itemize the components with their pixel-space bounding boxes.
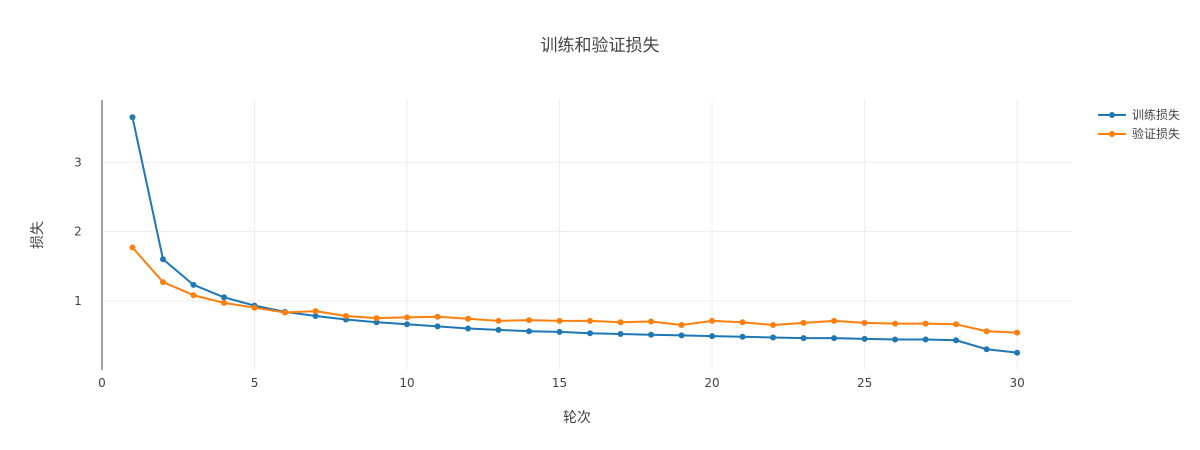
data-point[interactable] — [953, 337, 960, 344]
legend-swatch-marker — [1109, 131, 1115, 137]
data-point[interactable] — [648, 331, 655, 338]
data-point[interactable] — [160, 256, 167, 263]
x-tick-label: 25 — [857, 376, 872, 390]
data-point[interactable] — [678, 322, 685, 328]
data-point[interactable] — [495, 326, 502, 333]
data-point[interactable] — [861, 335, 868, 342]
data-point[interactable] — [770, 334, 777, 341]
data-point[interactable] — [1014, 349, 1021, 356]
series-lines — [129, 114, 1021, 356]
data-point[interactable] — [312, 313, 319, 319]
series-line — [131, 117, 1018, 354]
y-axis-title: 损失 — [30, 221, 46, 249]
x-tick-label: 10 — [399, 376, 414, 390]
legend-label: 验证损失 — [1132, 126, 1180, 141]
x-axis-title: 轮次 — [563, 410, 591, 426]
data-point[interactable] — [831, 335, 838, 342]
data-point[interactable] — [190, 292, 197, 299]
data-point[interactable] — [373, 315, 380, 322]
data-point[interactable] — [251, 304, 258, 311]
legend-item[interactable]: 验证损失 — [1098, 126, 1180, 141]
data-point[interactable] — [922, 320, 929, 327]
data-point[interactable] — [129, 114, 136, 121]
data-point[interactable] — [983, 346, 990, 353]
data-point[interactable] — [739, 319, 746, 326]
data-point[interactable] — [526, 328, 533, 335]
data-point[interactable] — [495, 317, 502, 324]
data-point[interactable] — [190, 281, 197, 288]
data-point[interactable] — [373, 319, 380, 326]
data-point[interactable] — [404, 314, 411, 321]
data-point[interactable] — [892, 320, 899, 327]
data-point[interactable] — [617, 319, 624, 326]
data-point[interactable] — [709, 317, 716, 324]
data-point[interactable] — [953, 321, 960, 328]
y-tick-label: 2 — [74, 225, 82, 239]
data-point[interactable] — [556, 317, 563, 324]
data-point[interactable] — [800, 319, 807, 326]
x-tick-label: 0 — [98, 376, 106, 390]
data-point[interactable] — [160, 279, 167, 286]
data-point[interactable] — [434, 323, 441, 330]
series-line — [131, 246, 1018, 334]
legend-swatch-marker — [1109, 112, 1115, 118]
data-point[interactable] — [282, 309, 289, 316]
data-point[interactable] — [648, 318, 655, 325]
data-point[interactable] — [526, 317, 533, 324]
data-point[interactable] — [312, 308, 319, 315]
tick-labels: 0 5 10 15 20 25 30 1 2 3 — [74, 155, 1025, 390]
data-point[interactable] — [404, 321, 411, 328]
x-tick-label: 15 — [552, 376, 567, 390]
series-2 — [129, 244, 1021, 336]
data-point[interactable] — [709, 333, 716, 340]
x-tick-label: 5 — [251, 376, 259, 390]
y-tick-label: 1 — [74, 294, 82, 308]
x-tick-label: 30 — [1009, 376, 1024, 390]
series-1 — [129, 114, 1021, 356]
data-point[interactable] — [221, 294, 228, 301]
data-point[interactable] — [739, 333, 746, 340]
legend-label: 训练损失 — [1132, 107, 1180, 122]
legend-item[interactable]: 训练损失 — [1098, 107, 1180, 122]
data-point[interactable] — [800, 335, 807, 342]
data-point[interactable] — [129, 244, 136, 251]
data-point[interactable] — [770, 322, 777, 328]
data-point[interactable] — [617, 331, 624, 337]
grid — [102, 100, 1072, 370]
data-point[interactable] — [556, 328, 563, 335]
data-point[interactable] — [587, 330, 594, 337]
data-point[interactable] — [892, 336, 899, 343]
chart-title: 训练和验证损失 — [541, 36, 660, 56]
x-tick-label: 20 — [704, 376, 719, 390]
data-point[interactable] — [221, 299, 228, 306]
data-point[interactable] — [678, 332, 685, 339]
data-point[interactable] — [1014, 329, 1021, 336]
data-point[interactable] — [861, 319, 868, 326]
data-point[interactable] — [434, 313, 441, 320]
data-point[interactable] — [465, 315, 472, 322]
data-point[interactable] — [831, 317, 838, 324]
data-point[interactable] — [465, 325, 472, 332]
y-tick-label: 3 — [74, 155, 82, 169]
data-point[interactable] — [922, 336, 929, 343]
data-point[interactable] — [587, 317, 594, 324]
data-point[interactable] — [983, 328, 990, 335]
data-point[interactable] — [343, 313, 350, 319]
